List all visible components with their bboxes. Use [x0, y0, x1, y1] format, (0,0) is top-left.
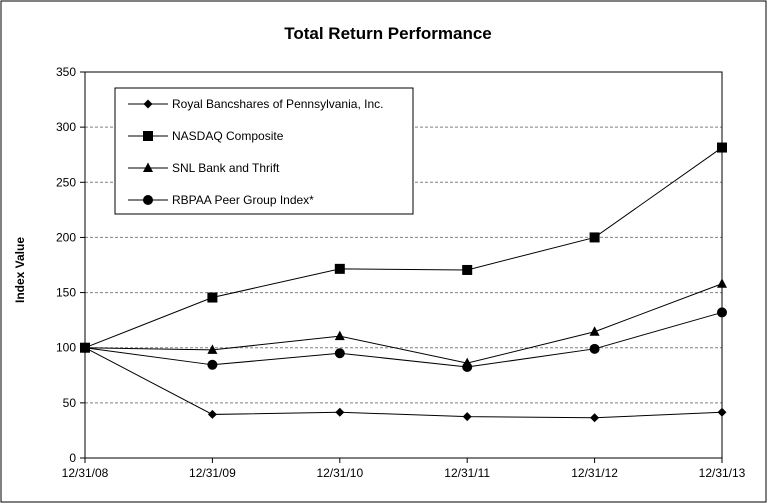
data-point [590, 413, 600, 423]
plot-area [84, 71, 723, 459]
y-axis-ticks: 0 50 100 150 200 250 300 350 [56, 65, 85, 465]
x-tick-label: 12/31/09 [189, 466, 236, 480]
x-tick-label: 12/31/10 [316, 466, 363, 480]
data-point [717, 142, 727, 153]
y-tick-label: 0 [69, 451, 76, 465]
x-axis-ticks: 12/31/08 12/31/09 12/31/10 12/31/11 12/31/12… [62, 458, 746, 480]
series-line [84, 311, 723, 368]
y-tick-label: 250 [56, 175, 76, 189]
series-circle [80, 307, 727, 373]
data-point [207, 409, 217, 419]
y-tick-label: 50 [63, 396, 77, 410]
data-point [207, 292, 218, 303]
legend-label: NASDAQ Composite [172, 129, 284, 143]
series-line [84, 347, 723, 419]
legend-marker [143, 99, 153, 109]
data-point [334, 348, 345, 359]
legend-marker [143, 162, 153, 172]
data-point [334, 330, 345, 341]
data-point [462, 412, 472, 422]
x-tick-label: 12/31/12 [571, 466, 618, 480]
y-tick-label: 150 [56, 286, 76, 300]
x-tick-label: 12/31/13 [699, 466, 746, 480]
legend-box [114, 87, 414, 215]
series-line [84, 147, 723, 349]
series-diamond [80, 343, 727, 423]
legend-label: SNL Bank and Thrift [172, 161, 280, 175]
series-layer [80, 142, 727, 423]
data-point [717, 278, 727, 288]
data-point [717, 407, 727, 417]
y-tick-label: 350 [56, 65, 76, 79]
data-point [589, 326, 600, 336]
data-point [589, 232, 600, 243]
y-tick-label: 200 [56, 230, 76, 244]
y-tick-label: 300 [56, 120, 76, 134]
data-point [462, 362, 473, 373]
data-point [589, 343, 600, 354]
data-point [717, 307, 727, 318]
data-point [462, 264, 473, 275]
data-point [80, 342, 90, 353]
legend: Royal Bancshares of Pennsylvania, Inc. NA… [114, 87, 414, 215]
y-axis-label: Index Value [13, 237, 27, 303]
chart-title: Total Return Performance [284, 24, 492, 43]
legend-label: RBPAA Peer Group Index* [172, 193, 314, 207]
x-tick-label: 12/31/11 [444, 466, 490, 480]
data-point [207, 344, 218, 354]
data-point [207, 359, 218, 370]
y-tick-label: 100 [56, 341, 76, 355]
legend-label: Royal Bancshares of Pennsylvania, Inc. [172, 97, 383, 111]
legend-marker [143, 195, 153, 205]
data-point [334, 263, 345, 274]
series-line [84, 283, 723, 364]
legend-marker [143, 131, 153, 141]
data-point [335, 407, 345, 417]
x-tick-label: 12/31/08 [62, 466, 109, 480]
